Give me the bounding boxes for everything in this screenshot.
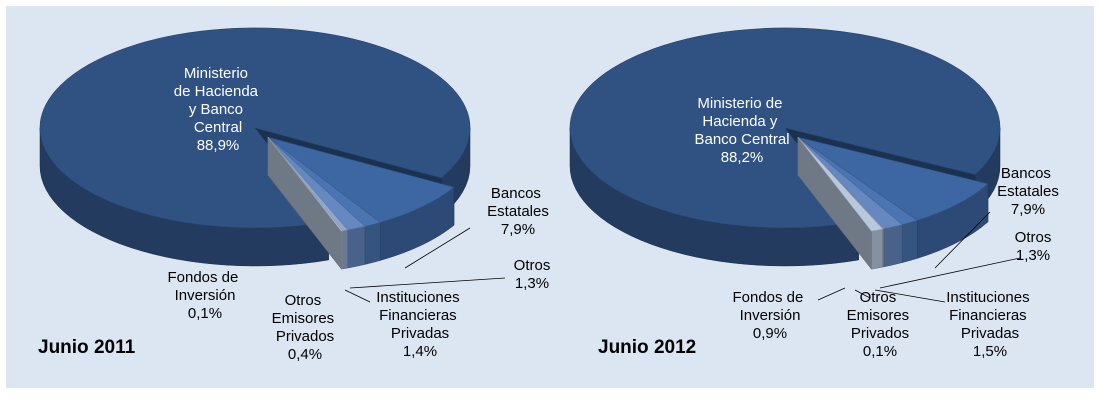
label-line: Inversión <box>175 287 236 304</box>
slice-label: Ministerio de Hacienda y Banco Central <box>174 65 262 136</box>
label-line: Emisores <box>272 310 339 327</box>
slice-side <box>871 228 883 270</box>
value-label: 0,1% <box>188 305 222 322</box>
label-line: Banco Central <box>694 131 789 148</box>
slice-label: Bancos Estatales <box>487 185 549 220</box>
slice-top <box>569 27 1001 229</box>
leader-line <box>404 227 471 269</box>
slice-label: Otros Emisores Privados <box>272 292 339 345</box>
label-line: Hacienda y <box>702 113 781 130</box>
value-label: 88,2% <box>721 149 764 166</box>
label-line: y Banco <box>189 101 247 118</box>
label-line: Otros <box>1015 229 1052 246</box>
leader-line <box>344 289 371 303</box>
leader-line <box>349 277 506 289</box>
label-line: Ministerio de <box>697 95 786 112</box>
slice-label: Bancos Estatales <box>997 165 1059 200</box>
leader-line <box>874 289 946 303</box>
slice-top <box>39 27 471 229</box>
value-label: 0,1% <box>863 343 897 360</box>
label-line: Otros <box>860 289 901 306</box>
value-label: 0,4% <box>288 346 322 363</box>
label-line: Instituciones <box>946 289 1034 306</box>
label-line: Fondos de <box>167 269 242 286</box>
value-label: 0,9% <box>753 325 787 342</box>
label-line: Financieras <box>379 307 461 324</box>
label-line: Emisores <box>847 307 914 324</box>
slice-label: Fondos de Inversión <box>732 289 807 324</box>
pie-slice <box>267 136 344 270</box>
label-line: Bancos <box>1001 165 1055 182</box>
label-line: Otros <box>285 292 326 309</box>
slice-top <box>267 137 344 232</box>
slice-side <box>883 224 903 268</box>
label-line: Central <box>194 119 242 136</box>
chart-title: Junio 2012 <box>598 337 696 358</box>
slice-top <box>797 136 989 221</box>
slice-label: Instituciones Financieras Privadas <box>376 289 464 342</box>
leader-line <box>817 287 846 301</box>
leader-line <box>854 289 871 299</box>
slice-label: Ministerio de Hacienda y Banco Central <box>694 95 789 148</box>
slice-side <box>364 222 381 265</box>
label-line: Privadas <box>391 325 449 342</box>
chart-title: Junio 2011 <box>38 337 136 358</box>
label-line: Privados <box>276 328 334 345</box>
label-line: Inversión <box>740 307 801 324</box>
value-label: 1,3% <box>515 275 549 292</box>
label-line: Estatales <box>997 183 1059 200</box>
slice-label: Instituciones Financieras Privadas <box>946 289 1034 342</box>
label-line: Fondos de <box>732 289 807 306</box>
label-line: de Hacienda <box>174 83 262 100</box>
slice-top <box>267 136 455 223</box>
label-line: Otros <box>514 257 551 274</box>
value-label: 1,5% <box>973 343 1007 360</box>
value-label: 7,9% <box>1011 201 1045 218</box>
label-line: Ministerio <box>184 65 252 82</box>
label-line: Privados <box>851 325 909 342</box>
value-label: 88,9% <box>197 137 240 154</box>
pie-slice <box>797 136 884 270</box>
leader-line <box>879 257 1021 289</box>
slice-label: Otros <box>1015 229 1052 246</box>
slice-label: Fondos de Inversión <box>167 269 242 304</box>
slice-side <box>901 220 918 263</box>
label-line: Bancos <box>491 185 545 202</box>
label-line: Privadas <box>961 325 1019 342</box>
slice-side <box>341 230 343 270</box>
slice-top <box>797 136 884 232</box>
slice-side <box>347 226 366 269</box>
value-label: 1,3% <box>1016 247 1050 264</box>
label-line: Financieras <box>949 307 1031 324</box>
value-label: 1,4% <box>403 343 437 360</box>
leader-line <box>934 211 991 269</box>
slice-side <box>342 229 348 270</box>
label-line: Estatales <box>487 203 549 220</box>
label-line: Instituciones <box>376 289 464 306</box>
slice-label: Otros Emisores Privados <box>847 289 914 342</box>
slice-label: Otros <box>514 257 551 274</box>
value-label: 7,9% <box>501 221 535 238</box>
